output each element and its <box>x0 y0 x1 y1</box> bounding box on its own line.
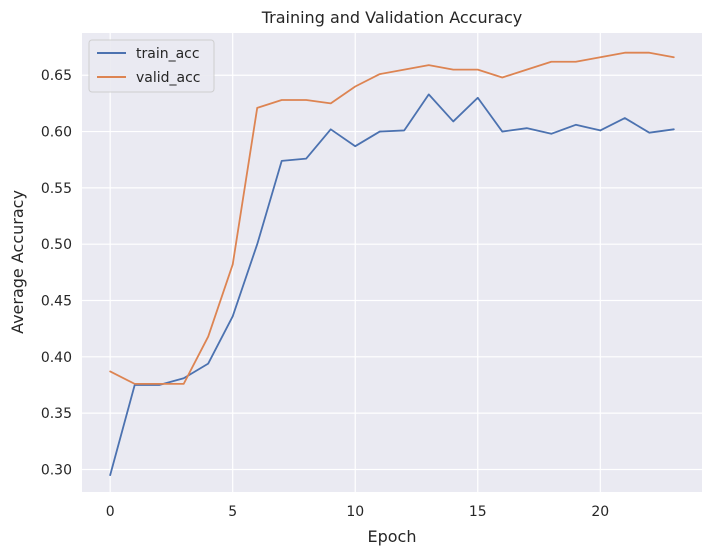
x-tick-label: 0 <box>106 504 115 520</box>
x-tick-label: 15 <box>469 504 487 520</box>
y-tick-label: 0.40 <box>41 350 72 366</box>
x-tick-labels: 0 5 10 15 20 <box>106 504 609 520</box>
y-tick-label: 0.65 <box>41 68 72 84</box>
y-tick-label: 0.30 <box>41 462 72 478</box>
series-line-train-acc <box>109 93 675 477</box>
y-tick-label: 0.60 <box>41 125 72 141</box>
y-tick-label: 0.50 <box>41 237 72 253</box>
plot-area <box>82 33 702 492</box>
chart-title: Training and Validation Accuracy <box>261 8 523 27</box>
y-tick-label: 0.35 <box>41 406 72 422</box>
x-tick-label: 10 <box>346 504 364 520</box>
legend-label-valid-acc: valid_acc <box>136 70 201 86</box>
grid-layer <box>82 33 702 492</box>
legend: train_acc valid_acc <box>88 39 215 93</box>
series-layer <box>109 51 675 477</box>
series-line-valid-acc <box>109 51 675 385</box>
y-tick-label: 0.55 <box>41 181 72 197</box>
y-axis-label: Average Accuracy <box>8 190 27 334</box>
x-axis-label: Epoch <box>368 527 417 546</box>
x-tick-label: 5 <box>228 504 237 520</box>
legend-label-train-acc: train_acc <box>136 46 200 62</box>
y-tick-labels: 0.30 0.35 0.40 0.45 0.50 0.55 0.60 0.65 <box>41 68 72 478</box>
y-tick-label: 0.45 <box>41 294 72 310</box>
x-tick-label: 20 <box>591 504 609 520</box>
